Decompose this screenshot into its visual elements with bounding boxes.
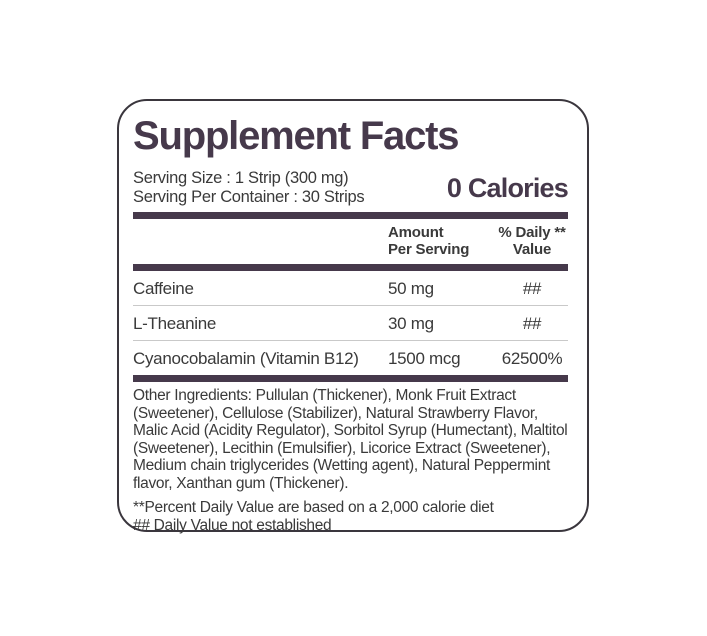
header-percent-daily-value: % Daily ** Value	[498, 224, 566, 258]
table-row: L-Theanine 30 mg ##	[133, 306, 568, 341]
footnote-daily-value-not-established: ## Daily Value not established	[133, 517, 332, 534]
ingredient-name: Caffeine	[133, 279, 194, 298]
header-amount-per-serving: Amount Per Serving	[388, 224, 470, 258]
separator-bar-bottom	[133, 375, 568, 382]
ingredient-amount: 1500 mcg	[388, 349, 461, 368]
panel-title: Supplement Facts	[133, 114, 460, 158]
ingredient-daily-value: ##	[522, 279, 542, 298]
calories-value: 0 Calories	[446, 173, 569, 203]
supplement-facts-panel: Supplement Facts Serving Size : 1 Strip …	[117, 99, 589, 534]
ingredient-name: L-Theanine	[133, 314, 217, 333]
table-row: Cyanocobalamin (Vitamin B12) 1500 mcg 62…	[133, 341, 568, 375]
table-row: Caffeine 50 mg ##	[133, 271, 568, 306]
table-header-row: Amount Per Serving % Daily ** Value	[133, 219, 568, 264]
separator-bar-top	[133, 212, 568, 219]
serving-info-row: Serving Size : 1 Strip (300 mg) Serving …	[133, 169, 569, 206]
ingredient-name: Cyanocobalamin (Vitamin B12)	[133, 349, 359, 368]
serving-per-container: Serving Per Container : 30 Strips	[133, 187, 365, 206]
ingredient-daily-value: ##	[522, 314, 542, 333]
serving-size: Serving Size : 1 Strip (300 mg)	[133, 169, 349, 187]
ingredient-daily-value: 62500%	[501, 349, 563, 368]
ingredient-amount: 50 mg	[388, 279, 434, 298]
other-ingredients-text: Other Ingredients: Pullulan (Thickener),…	[133, 387, 568, 492]
separator-bar-header	[133, 264, 568, 271]
serving-info: Serving Size : 1 Strip (300 mg) Serving …	[133, 169, 365, 206]
footnote-percent-daily-value: **Percent Daily Value are based on a 2,0…	[133, 499, 494, 516]
ingredient-amount: 30 mg	[388, 314, 434, 333]
